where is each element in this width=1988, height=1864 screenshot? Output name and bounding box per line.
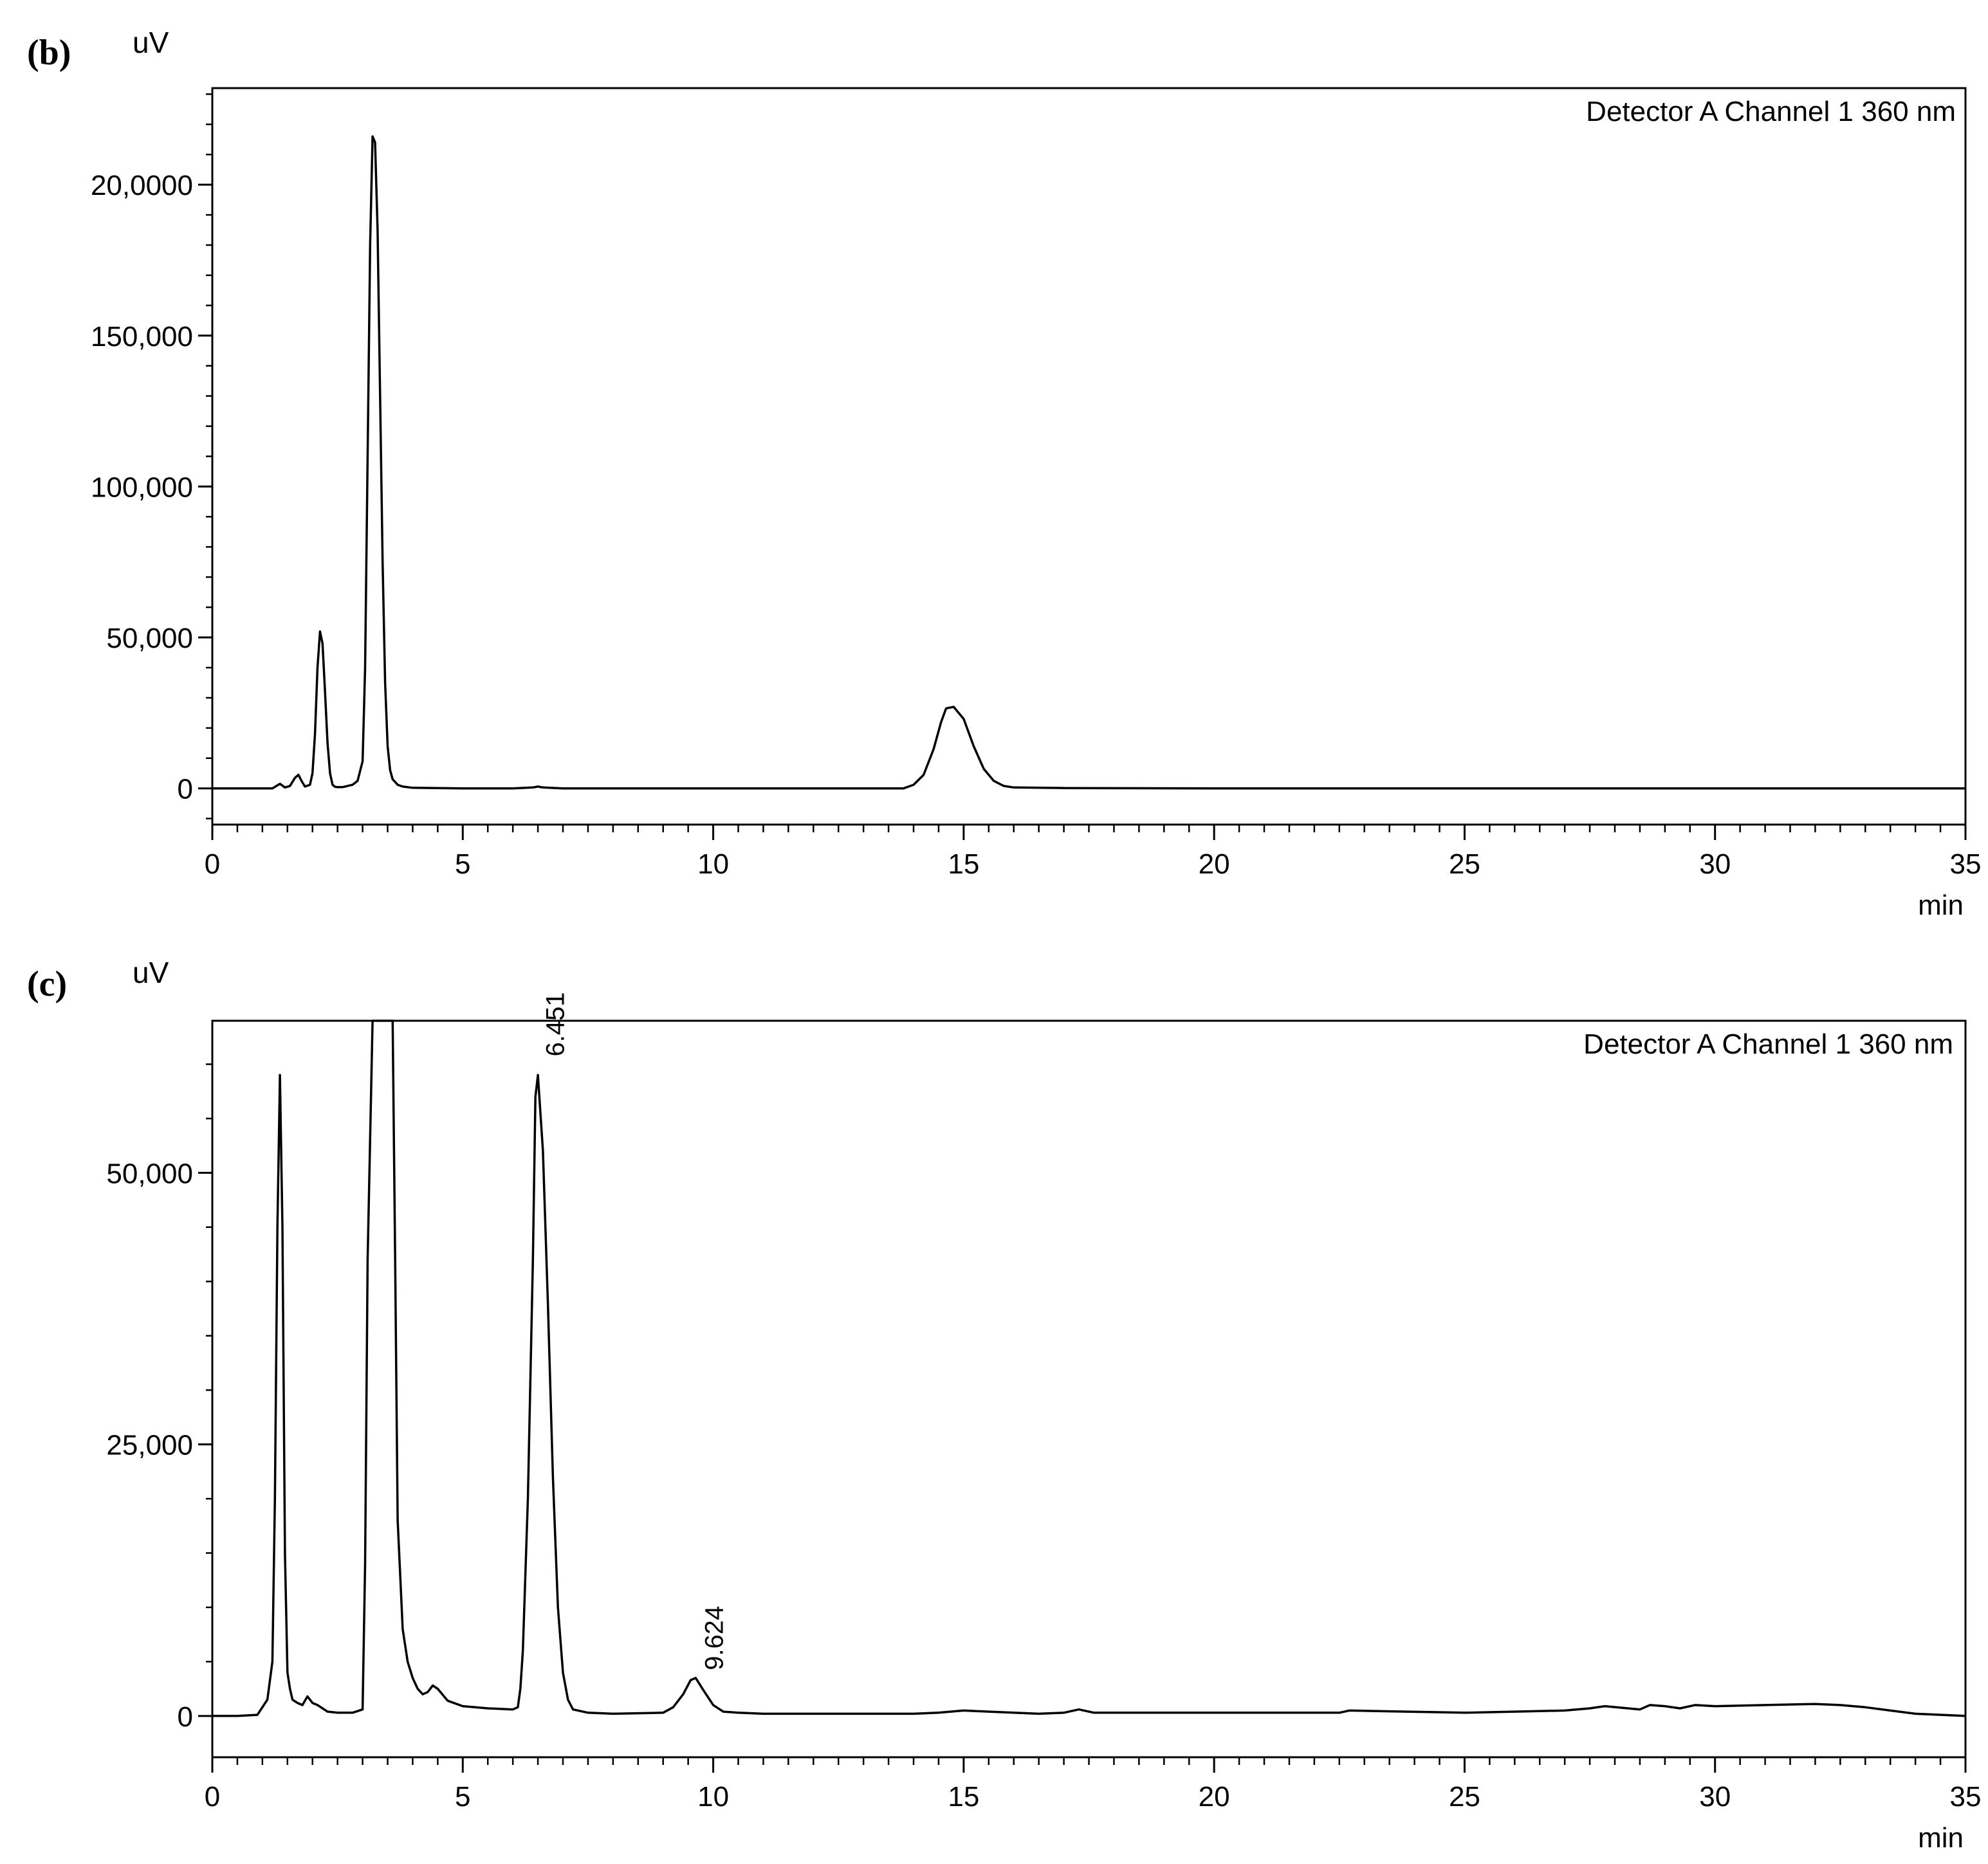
- x-tick-label: 5: [455, 1781, 470, 1813]
- detector-legend: Detector A Channel 1 360 nm: [1583, 1028, 1953, 1060]
- x-tick-label: 25: [1449, 1781, 1480, 1813]
- x-tick-label: 10: [697, 1781, 729, 1813]
- chromatogram-panel-c: (c) uV 0 25,000 50,000 0 5 10 15 20 25 30 35 6.45…: [27, 956, 1981, 1854]
- x-tick-label: 30: [1699, 848, 1731, 880]
- y-tick-label: 25,000: [106, 1430, 193, 1461]
- y-tick-label: 50,000: [106, 623, 193, 654]
- x-tick-label: 10: [697, 848, 729, 880]
- peak-annotation-label: 9.624: [700, 1606, 728, 1670]
- chromatogram-trace: [212, 1019, 1966, 1717]
- y-axis-ticks: 0 25,000 50,000: [106, 1063, 212, 1733]
- x-tick-label: 30: [1699, 1781, 1731, 1813]
- x-tick-label: 0: [205, 848, 220, 880]
- y-tick-label: 0: [178, 774, 193, 805]
- x-tick-label: 15: [948, 848, 979, 880]
- x-axis-ticks: 0 5 10 15 20 25 30 35: [205, 825, 1982, 880]
- panel-label: (c): [27, 964, 67, 1004]
- x-unit-label: min: [1918, 890, 1964, 921]
- chromatogram-trace: [212, 135, 1965, 790]
- x-unit-label: min: [1918, 1822, 1964, 1854]
- y-tick-label: 50,000: [106, 1158, 193, 1189]
- y-unit-label: uV: [133, 956, 169, 989]
- detector-legend: Detector A Channel 1 360 nm: [1586, 96, 1956, 127]
- x-tick-label: 35: [1950, 848, 1982, 880]
- panel-label: (b): [27, 33, 71, 73]
- y-axis-ticks: 0 50,000 100,000 150,000 20,0000: [91, 93, 212, 819]
- x-axis-ticks: 0 5 10 15 20 25 30 35: [205, 1757, 1982, 1813]
- x-tick-label: 5: [455, 848, 470, 880]
- peak-annotation-label: 6.451: [541, 992, 569, 1056]
- y-tick-label: 0: [178, 1701, 193, 1733]
- plot-frame: [211, 1019, 1967, 1759]
- y-tick-label: 100,000: [91, 471, 193, 503]
- x-tick-label: 25: [1449, 848, 1480, 880]
- peak-annotations: 6.451 9.624: [541, 992, 728, 1670]
- x-tick-label: 20: [1199, 848, 1230, 880]
- y-unit-label: uV: [133, 26, 169, 59]
- x-tick-label: 35: [1950, 1781, 1982, 1813]
- chromatogram-panel-b: (b) uV 0 50,000 100,000 150,000 20,0000 0 5 10…: [27, 26, 1981, 921]
- y-tick-label: 20,0000: [91, 170, 193, 201]
- y-tick-label: 150,000: [91, 321, 193, 352]
- x-tick-label: 20: [1199, 1781, 1230, 1813]
- plot-frame: [211, 87, 1967, 826]
- x-tick-label: 0: [205, 1781, 220, 1813]
- x-tick-label: 15: [948, 1781, 979, 1813]
